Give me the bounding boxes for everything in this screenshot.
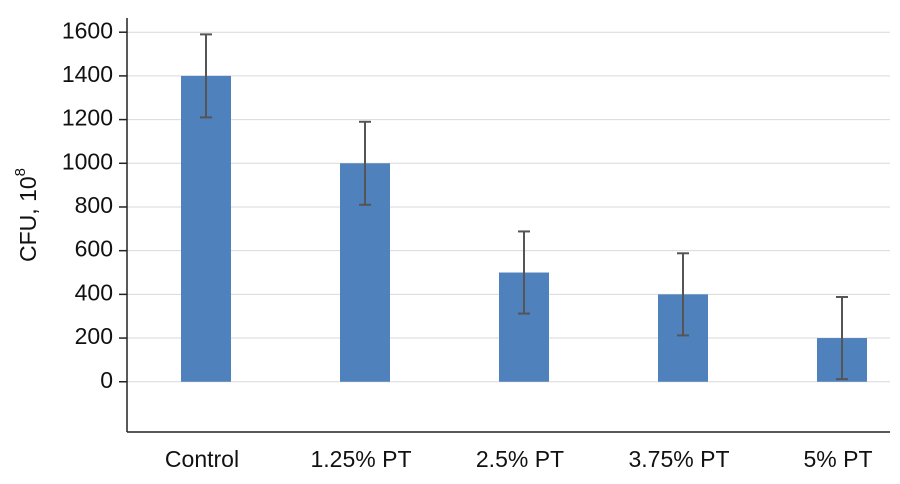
y-label-exponent: 8 xyxy=(12,168,29,176)
y-axis-label: CFU, 108 xyxy=(12,168,41,262)
y-tick-label: 1000 xyxy=(62,148,113,174)
x-tick-label: 5% PT xyxy=(803,446,872,472)
y-tick-label: 600 xyxy=(75,236,113,262)
x-tick-label: 2.5% PT xyxy=(476,446,564,472)
y-label-text: CFU, 10 xyxy=(15,176,41,262)
y-tick-label: 1400 xyxy=(62,61,113,87)
y-tick-label: 200 xyxy=(75,323,113,349)
x-tick-label: 3.75% PT xyxy=(629,446,730,472)
x-tick-label: 1.25% PT xyxy=(311,446,412,472)
y-tick-label: 1200 xyxy=(62,105,113,131)
y-tick-label: 800 xyxy=(75,192,113,218)
x-tick-label: Control xyxy=(165,446,239,472)
y-tick-label: 0 xyxy=(100,367,113,393)
y-tick-label: 1600 xyxy=(62,17,113,43)
y-tick-label: 400 xyxy=(75,279,113,305)
bar xyxy=(181,75,231,382)
